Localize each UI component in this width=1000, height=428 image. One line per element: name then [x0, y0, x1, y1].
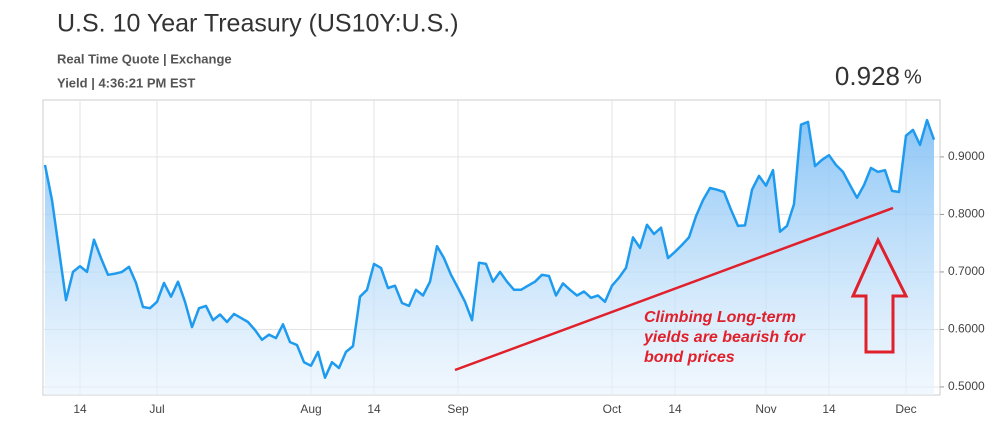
y-tick-label: 0.6000 — [948, 322, 985, 336]
y-tick-label: 0.9000 — [948, 149, 985, 163]
annotation: yields are bearish for — [643, 329, 806, 346]
x-tick-label: Jul — [149, 402, 164, 416]
x-tick-label: 14 — [367, 402, 381, 416]
x-tick-label: 14 — [668, 402, 682, 416]
x-tick-label: 14 — [73, 402, 87, 416]
y-tick-label: 0.7000 — [948, 264, 985, 278]
quote-unit: % — [904, 66, 922, 88]
y-tick-label: 0.8000 — [948, 207, 985, 221]
subtitle: Real Time Quote | Exchange — [57, 51, 232, 66]
x-tick-label: Aug — [300, 402, 321, 416]
trend-line — [454, 206, 894, 372]
annotation: bond prices — [644, 349, 735, 366]
x-tick-label: 14 — [822, 402, 836, 416]
annotation: Climbing Long-term — [644, 309, 796, 326]
x-tick-label: Sep — [447, 402, 469, 416]
subtitle: Yield | 4:36:21 PM EST — [57, 75, 195, 90]
plot: 0.5000 0.6000 0.7000 0.8000 0.9000 14 Jul Aug 14… — [43, 100, 985, 416]
x-tick-label: Nov — [755, 402, 776, 416]
chart-title: U.S. 10 Year Treasury (US10Y:U.S.) — [57, 10, 459, 38]
y-tick-label: 0.5000 — [948, 379, 985, 393]
quote-value: 0.928 — [835, 61, 900, 91]
x-tick-label: Dec — [895, 402, 916, 416]
line — [43, 118, 936, 379]
x-tick-label: Oct — [603, 402, 622, 416]
area — [45, 120, 934, 395]
arrow — [850, 236, 909, 354]
